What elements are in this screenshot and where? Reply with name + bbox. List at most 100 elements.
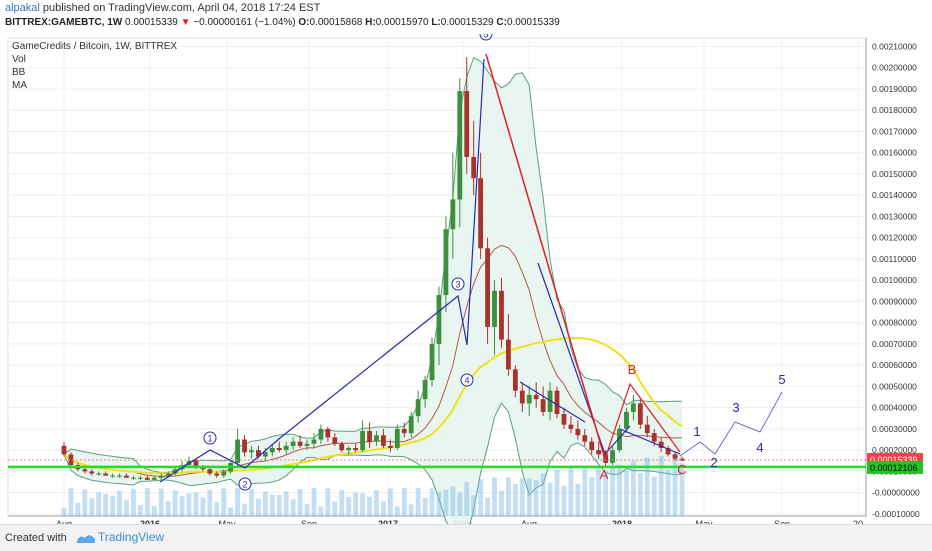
candle-body: [318, 428, 324, 440]
candle-body: [207, 469, 213, 474]
volume-bar: [401, 488, 407, 516]
volume-bar: [471, 495, 477, 516]
y-tick-label: 0.00130000: [872, 211, 917, 221]
volume-bar: [582, 466, 588, 516]
candle-body: [353, 448, 359, 451]
wave-label: A: [600, 467, 609, 482]
y-tick-label: 0.00180000: [872, 105, 917, 115]
y-tick-label: 0.00080000: [872, 318, 917, 328]
candle-body: [533, 394, 539, 400]
candle-body: [429, 343, 435, 381]
wedge-line: [619, 428, 681, 455]
candle-body: [665, 448, 671, 455]
wave-circle-marker: [479, 34, 493, 41]
volume-bar: [200, 497, 206, 516]
legend-bb[interactable]: BB: [12, 67, 26, 78]
y-tick-label: 0.00040000: [872, 403, 917, 413]
low-label: L:: [431, 17, 441, 28]
candle-body: [360, 431, 365, 451]
candle-body: [235, 439, 240, 463]
wave-circle-marker: [451, 277, 465, 291]
high-value: 0.00015970: [375, 17, 429, 28]
volume-bar: [179, 496, 185, 516]
candle-body: [117, 475, 122, 477]
x-tick-label: 20: [853, 519, 863, 524]
legend-vol[interactable]: Vol: [12, 54, 26, 65]
support-tag-label: 0.00012106: [870, 463, 918, 473]
volume-bar: [165, 500, 171, 516]
candle-body: [644, 424, 650, 434]
bollinger-lower: [63, 402, 683, 524]
volume-bar: [144, 488, 150, 516]
candle-body: [325, 428, 331, 438]
candle-body: [512, 369, 518, 391]
candle-body: [499, 290, 504, 340]
volume-bar: [249, 489, 254, 516]
volume-bar: [526, 478, 532, 516]
volume-bar: [575, 483, 581, 516]
candle-body: [96, 473, 102, 475]
volume-bar: [547, 482, 553, 516]
volume-bar: [207, 489, 213, 516]
moving-average-line: [63, 336, 683, 475]
legend-ma[interactable]: MA: [12, 80, 27, 91]
volume-bar: [235, 488, 240, 516]
y-tick-label: 0.00190000: [872, 84, 917, 94]
candle-body: [346, 448, 352, 451]
candle-body: [193, 460, 199, 468]
volume-bar: [485, 497, 490, 516]
bollinger-fill: [64, 57, 682, 524]
publish-line: alpakal published on TradingView.com, Ap…: [5, 2, 320, 14]
wave-circle-label: 5: [483, 34, 488, 40]
volume-bar: [137, 505, 143, 516]
candle-body: [596, 450, 602, 455]
y-tick-label: 0.00110000: [872, 254, 917, 264]
candle-body: [519, 390, 525, 404]
candle-body: [651, 433, 657, 442]
candle-body: [547, 390, 553, 412]
volume-bar: [186, 493, 192, 516]
volume-bar: [492, 477, 497, 516]
volume-bar: [540, 473, 546, 516]
red-trend-line: [485, 53, 606, 460]
volume-bar: [630, 460, 636, 516]
candle-body: [374, 435, 379, 442]
created-with-label: Created with: [5, 532, 67, 544]
close-value: 0.00015339: [506, 17, 560, 28]
wave-circle-marker: [460, 373, 474, 387]
legend-title: GameCredits / Bitcoin, 1W, BITTREX: [12, 41, 178, 52]
volume-bar: [561, 485, 567, 516]
volume-bar: [75, 502, 81, 516]
open-value: 0.00015868: [309, 17, 363, 28]
volume-bar: [436, 491, 442, 516]
author-link[interactable]: alpakal: [5, 2, 40, 14]
candle-body: [311, 439, 317, 444]
volume-bar: [360, 493, 365, 516]
candle-body: [630, 403, 636, 412]
close-label: C:: [496, 17, 507, 28]
volume-bar: [499, 490, 504, 516]
volume-bar: [679, 463, 685, 516]
volume-bar: [596, 466, 602, 516]
candle-body: [610, 450, 615, 463]
volume-bar: [318, 506, 324, 516]
price-chart[interactable]: 0.00210000 0.00200000 0.00190000 0.00180000…: [0, 34, 932, 524]
candle-body: [381, 435, 386, 446]
x-tick-label: 2018: [612, 519, 632, 524]
candle-body: [103, 473, 109, 476]
open-label: O:: [298, 17, 310, 28]
volume-bar: [415, 488, 421, 516]
y-tick-label: 0.00090000: [872, 296, 917, 306]
volume-bar: [478, 479, 484, 516]
volume-bar: [367, 496, 372, 516]
volume-bar: [158, 488, 164, 516]
volume-bar: [110, 495, 116, 516]
y-tick-label: -0.00000000: [872, 488, 920, 498]
wave-circle-marker: [238, 477, 252, 491]
candle-body: [165, 473, 171, 476]
tradingview-brand-link[interactable]: TradingView: [98, 530, 165, 544]
candle-body: [269, 448, 275, 453]
candle-body: [394, 428, 400, 449]
volume-bar: [124, 500, 129, 516]
candle-body: [256, 450, 261, 457]
